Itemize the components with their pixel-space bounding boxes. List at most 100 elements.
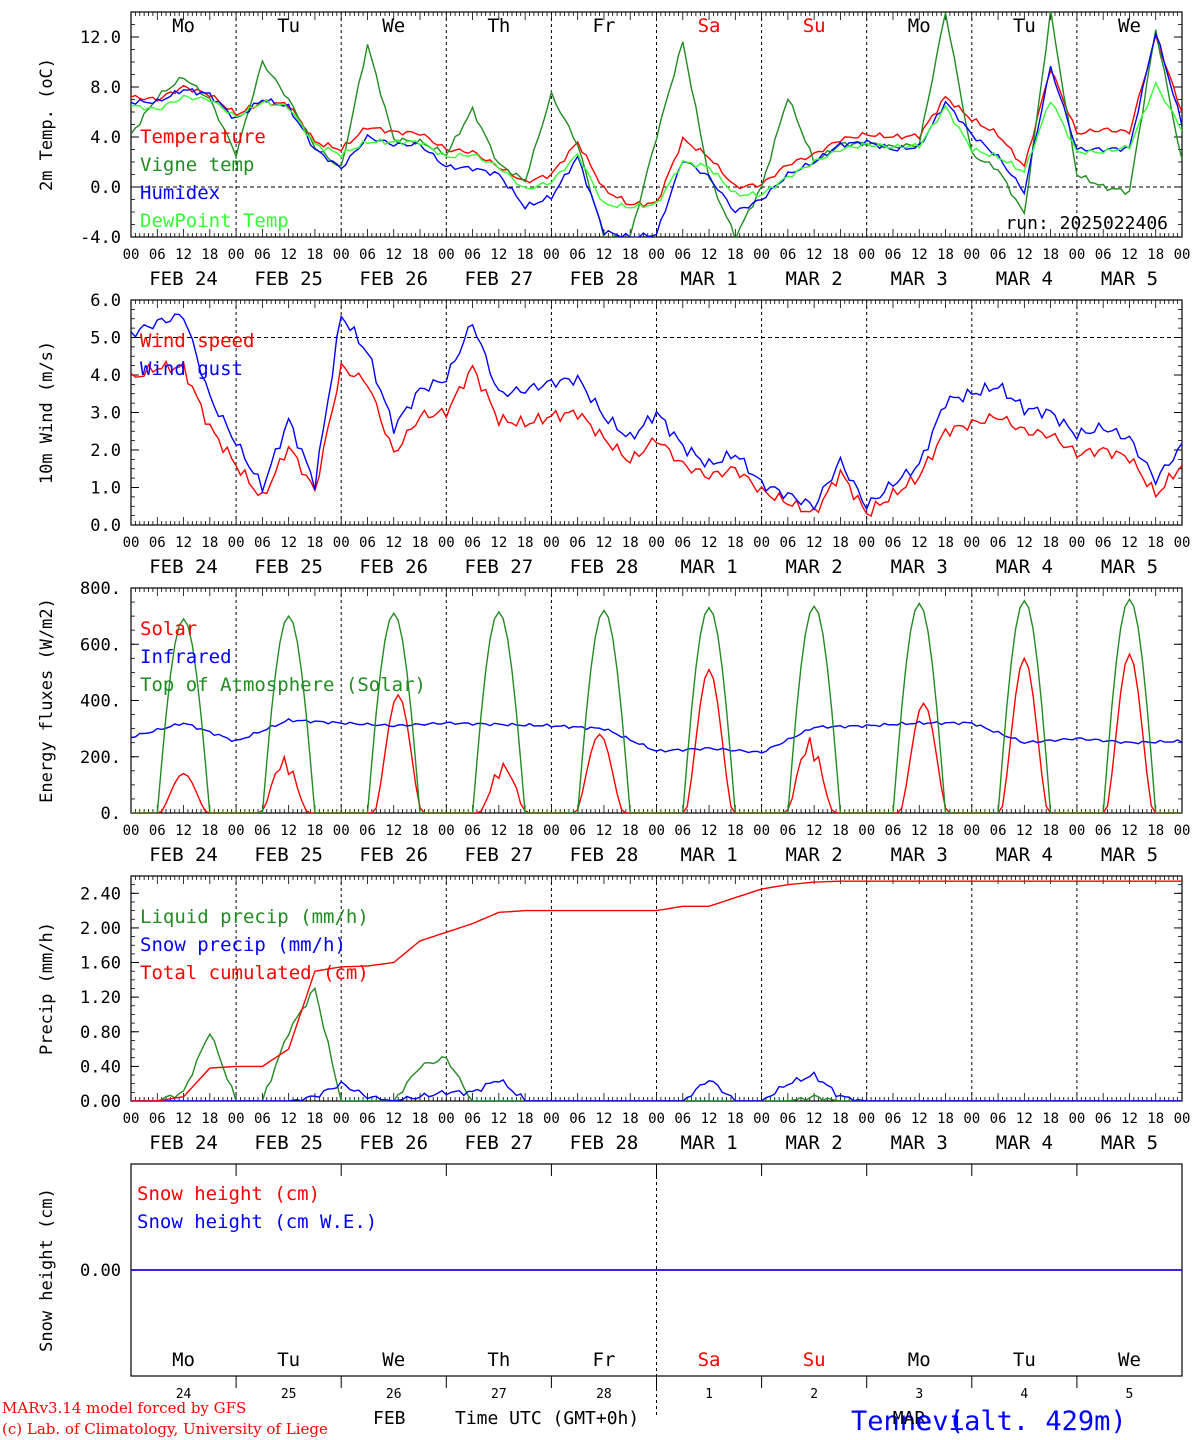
weekday-label: We bbox=[1118, 15, 1141, 37]
footer-location-overlap: MAR bbox=[893, 1408, 926, 1429]
y-tick-label: 4.0 bbox=[90, 366, 121, 386]
hour-label: 06 bbox=[359, 535, 376, 551]
hour-label: 00 bbox=[963, 1111, 980, 1127]
date-label: FEB 28 bbox=[570, 844, 639, 866]
hour-label: 00 bbox=[333, 823, 350, 839]
hour-label: 18 bbox=[937, 823, 954, 839]
legend-entry: Snow height (cm) bbox=[137, 1183, 320, 1205]
hour-label: 00 bbox=[438, 823, 455, 839]
hour-label: 00 bbox=[753, 535, 770, 551]
hour-label: 06 bbox=[464, 247, 481, 263]
date-label: FEB 25 bbox=[254, 844, 323, 866]
hour-label: 18 bbox=[727, 247, 744, 263]
hour-label: 00 bbox=[1174, 247, 1191, 263]
hour-label: 06 bbox=[254, 247, 271, 263]
day-number-label: 2 bbox=[810, 1387, 818, 1402]
footer-month-label: FEB bbox=[373, 1408, 406, 1429]
y-tick-label: 4.0 bbox=[90, 128, 121, 148]
hour-label: 00 bbox=[543, 247, 560, 263]
hour-label: 00 bbox=[333, 535, 350, 551]
hour-label: 06 bbox=[1095, 247, 1112, 263]
hour-label: 00 bbox=[963, 247, 980, 263]
hour-label: 00 bbox=[438, 535, 455, 551]
weekday-label: Su bbox=[803, 15, 826, 37]
hour-label: 00 bbox=[123, 535, 140, 551]
y-tick-label: 0.00 bbox=[80, 1092, 121, 1112]
hour-label: 00 bbox=[963, 823, 980, 839]
series-line-vigne-temp bbox=[131, 12, 1182, 237]
hour-label: 06 bbox=[674, 247, 691, 263]
hour-label: 06 bbox=[359, 247, 376, 263]
date-label: MAR 3 bbox=[891, 844, 948, 866]
hour-label: 06 bbox=[254, 1111, 271, 1127]
weekday-label: Mo bbox=[908, 15, 931, 37]
weekday-label: Tu bbox=[277, 15, 300, 37]
hour-label: 06 bbox=[149, 535, 166, 551]
y-axis-label: 2m Temp. (oC) bbox=[37, 58, 57, 191]
hour-label: 18 bbox=[1147, 247, 1164, 263]
hour-label: 00 bbox=[123, 823, 140, 839]
date-label: MAR 1 bbox=[680, 844, 737, 866]
y-tick-label: 0.0 bbox=[90, 516, 121, 536]
y-tick-label: 1.60 bbox=[80, 954, 121, 974]
hour-label: 06 bbox=[674, 823, 691, 839]
hour-label: 06 bbox=[569, 535, 586, 551]
hour-label: 18 bbox=[832, 823, 849, 839]
weekday-label: Th bbox=[487, 15, 510, 37]
hour-label: 12 bbox=[175, 535, 192, 551]
y-tick-label: 2.00 bbox=[80, 919, 121, 939]
hour-label: 06 bbox=[674, 535, 691, 551]
legend-entry: Temperature bbox=[140, 126, 266, 148]
y-tick-label: 1.20 bbox=[80, 988, 121, 1008]
hour-label: 12 bbox=[385, 247, 402, 263]
y-tick-label: 2.40 bbox=[80, 884, 121, 904]
hour-label: 12 bbox=[1016, 535, 1033, 551]
date-label: MAR 3 bbox=[891, 1132, 948, 1154]
panel-1: -4.0 0.0 4.0 8.0 12.0 2m Temp. (oC) 00 06 12 18 00… bbox=[37, 11, 1191, 290]
date-label: FEB 27 bbox=[465, 1132, 534, 1154]
date-label: FEB 24 bbox=[149, 1132, 218, 1154]
hour-label: 12 bbox=[385, 1111, 402, 1127]
hour-label: 18 bbox=[306, 247, 323, 263]
date-label: FEB 26 bbox=[359, 1132, 428, 1154]
date-label: MAR 1 bbox=[680, 1132, 737, 1154]
hour-label: 18 bbox=[412, 1111, 429, 1127]
hour-label: 00 bbox=[858, 247, 875, 263]
hour-label: 12 bbox=[1016, 247, 1033, 263]
hour-label: 06 bbox=[149, 247, 166, 263]
hour-label: 12 bbox=[1121, 535, 1138, 551]
hour-label: 12 bbox=[490, 535, 507, 551]
hour-label: 00 bbox=[1174, 535, 1191, 551]
hour-label: 06 bbox=[569, 247, 586, 263]
date-label: MAR 5 bbox=[1101, 268, 1158, 290]
hour-label: 06 bbox=[990, 247, 1007, 263]
hour-label: 12 bbox=[385, 823, 402, 839]
hour-label: 18 bbox=[622, 1111, 639, 1127]
y-tick-label: 1.0 bbox=[90, 479, 121, 499]
y-axis-label: Energy fluxes (W/m2) bbox=[37, 598, 57, 803]
hour-label: 06 bbox=[464, 1111, 481, 1127]
hour-label: 12 bbox=[701, 1111, 718, 1127]
hour-label: 00 bbox=[438, 1111, 455, 1127]
hour-label: 18 bbox=[622, 535, 639, 551]
y-axis-label: 10m Wind (m/s) bbox=[37, 341, 57, 484]
date-label: MAR 5 bbox=[1101, 1132, 1158, 1154]
day-number-label: 3 bbox=[915, 1387, 923, 1402]
y-axis-label: Precip (mm/h) bbox=[37, 922, 57, 1055]
date-label: FEB 27 bbox=[465, 268, 534, 290]
hour-label: 18 bbox=[832, 1111, 849, 1127]
date-label: MAR 4 bbox=[996, 844, 1053, 866]
footer-model-text: MARv3.14 model forced by GFS bbox=[2, 1399, 246, 1417]
day-number-label: 24 bbox=[176, 1387, 192, 1402]
date-label: MAR 5 bbox=[1101, 844, 1158, 866]
y-tick-label: 200. bbox=[80, 748, 121, 768]
date-label: MAR 1 bbox=[680, 268, 737, 290]
date-label: FEB 28 bbox=[570, 1132, 639, 1154]
hour-label: 12 bbox=[806, 823, 823, 839]
y-tick-label: 0. bbox=[101, 804, 121, 824]
hour-label: 00 bbox=[1068, 535, 1085, 551]
weekday-label: Mo bbox=[908, 1349, 931, 1371]
hour-label: 00 bbox=[123, 247, 140, 263]
hour-label: 00 bbox=[333, 1111, 350, 1127]
hour-label: 18 bbox=[832, 247, 849, 263]
